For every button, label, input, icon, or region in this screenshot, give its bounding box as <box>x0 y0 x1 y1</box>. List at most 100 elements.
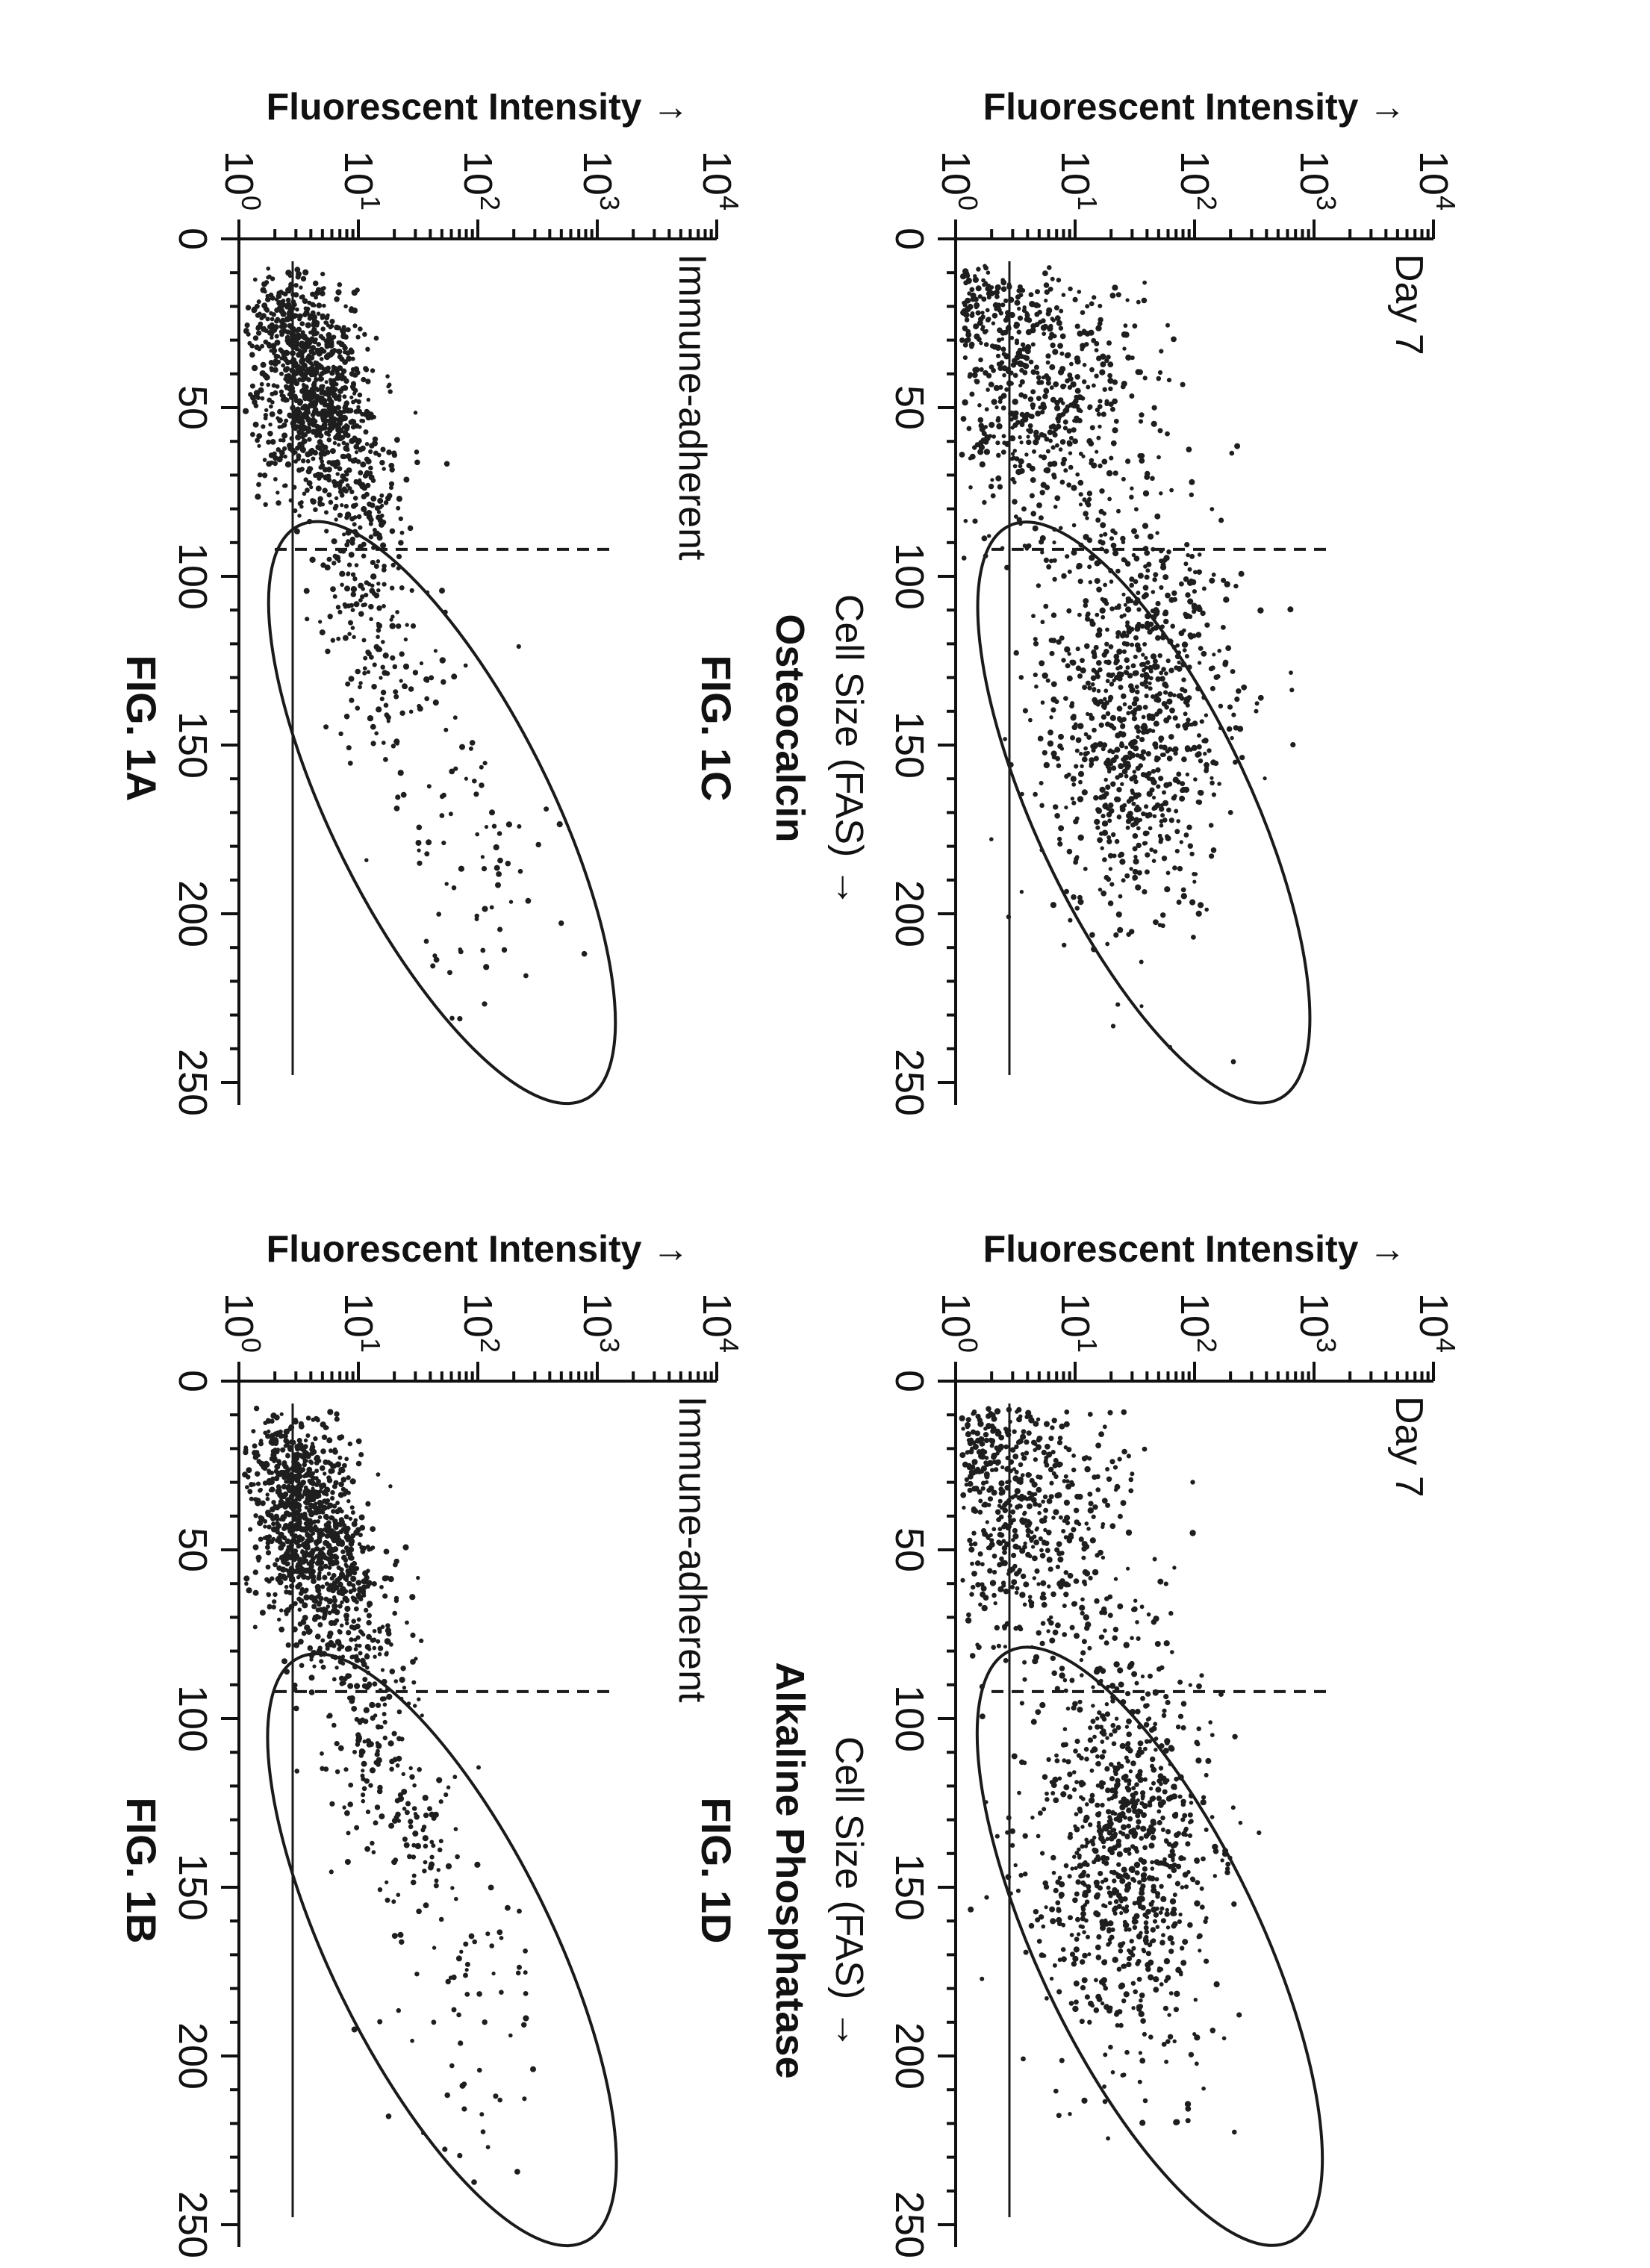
y-tick-base: 10 <box>694 151 739 196</box>
data-point <box>337 1659 343 1665</box>
data-point <box>397 1931 404 1938</box>
data-point <box>334 1461 342 1468</box>
data-point <box>514 2169 520 2175</box>
data-point <box>1100 614 1106 620</box>
data-point <box>310 1548 316 1554</box>
data-point <box>1018 675 1024 680</box>
y-tick-label: 101 <box>336 1293 386 1353</box>
data-point <box>284 1550 290 1556</box>
data-point <box>280 1447 286 1453</box>
data-point <box>1130 788 1135 794</box>
data-point <box>254 303 260 309</box>
data-point <box>1169 1848 1175 1854</box>
data-point <box>270 400 275 405</box>
data-point <box>288 1521 294 1527</box>
data-point <box>320 1584 326 1589</box>
data-point <box>1241 684 1248 691</box>
data-point <box>1239 755 1245 761</box>
data-point <box>340 1509 344 1514</box>
data-point <box>1074 387 1081 394</box>
data-point <box>396 1819 402 1823</box>
data-point <box>332 347 337 352</box>
data-point <box>991 434 996 439</box>
data-point <box>1021 506 1027 512</box>
data-point <box>1077 796 1084 803</box>
data-point <box>271 1604 276 1610</box>
data-point <box>323 1563 329 1569</box>
data-point <box>312 1664 317 1669</box>
data-point <box>323 724 329 730</box>
y-tick-label: 100 <box>217 151 267 211</box>
data-point <box>250 394 257 401</box>
data-point <box>1000 346 1006 352</box>
data-point <box>303 1568 310 1574</box>
data-point <box>1166 807 1171 813</box>
data-point <box>1004 387 1009 392</box>
data-point <box>1101 820 1109 827</box>
data-point <box>1068 464 1074 470</box>
data-point <box>256 433 263 439</box>
data-point <box>288 1555 294 1561</box>
data-point <box>1013 323 1020 329</box>
data-point <box>430 963 436 969</box>
data-point <box>1134 534 1139 540</box>
data-point <box>1065 1707 1071 1711</box>
data-point <box>338 1675 345 1682</box>
data-point <box>342 350 347 355</box>
data-point <box>299 1537 304 1542</box>
data-point <box>993 384 1000 391</box>
data-point <box>464 1992 470 1997</box>
data-point <box>1052 349 1059 355</box>
data-point <box>1165 1795 1172 1802</box>
data-point <box>323 320 328 325</box>
data-point <box>1163 1694 1169 1700</box>
data-point <box>1166 549 1171 555</box>
data-point <box>1086 496 1092 502</box>
data-point <box>1054 315 1061 322</box>
data-point <box>380 1668 385 1672</box>
scatter-points <box>959 1406 1262 2141</box>
data-point <box>1136 735 1140 739</box>
data-point <box>376 535 383 541</box>
data-point <box>1129 815 1135 822</box>
data-point <box>372 436 379 442</box>
data-point <box>349 602 354 608</box>
data-point <box>1097 321 1103 327</box>
data-point <box>260 361 267 368</box>
data-point <box>1059 747 1065 751</box>
data-point <box>345 442 349 447</box>
data-point <box>308 1594 315 1601</box>
data-point <box>1028 292 1034 298</box>
data-point <box>1031 614 1036 618</box>
data-point <box>1151 1887 1157 1894</box>
data-point <box>318 455 323 461</box>
data-point <box>1144 869 1150 875</box>
data-point <box>1130 1804 1137 1810</box>
data-point <box>1036 502 1042 508</box>
data-point <box>1121 717 1127 722</box>
data-point <box>328 499 334 505</box>
data-point <box>252 1443 258 1449</box>
data-point <box>1092 1734 1097 1739</box>
data-point <box>334 554 341 561</box>
data-point <box>354 1643 359 1648</box>
data-point <box>1110 542 1117 549</box>
data-point <box>1101 1749 1106 1754</box>
data-point <box>320 1448 326 1454</box>
data-point <box>258 387 264 393</box>
data-point <box>414 459 420 466</box>
data-point <box>479 764 484 770</box>
data-point <box>370 573 377 580</box>
data-point <box>389 528 396 535</box>
data-point <box>311 1616 318 1622</box>
data-point <box>310 310 316 316</box>
data-point <box>1095 325 1102 331</box>
data-point <box>295 343 299 348</box>
data-point <box>517 1908 522 1914</box>
data-point <box>348 1782 354 1788</box>
data-point <box>291 485 297 490</box>
y-tick-label: 104 <box>694 151 744 211</box>
data-point <box>497 2097 502 2103</box>
data-point <box>316 350 323 357</box>
data-point <box>1085 516 1089 520</box>
